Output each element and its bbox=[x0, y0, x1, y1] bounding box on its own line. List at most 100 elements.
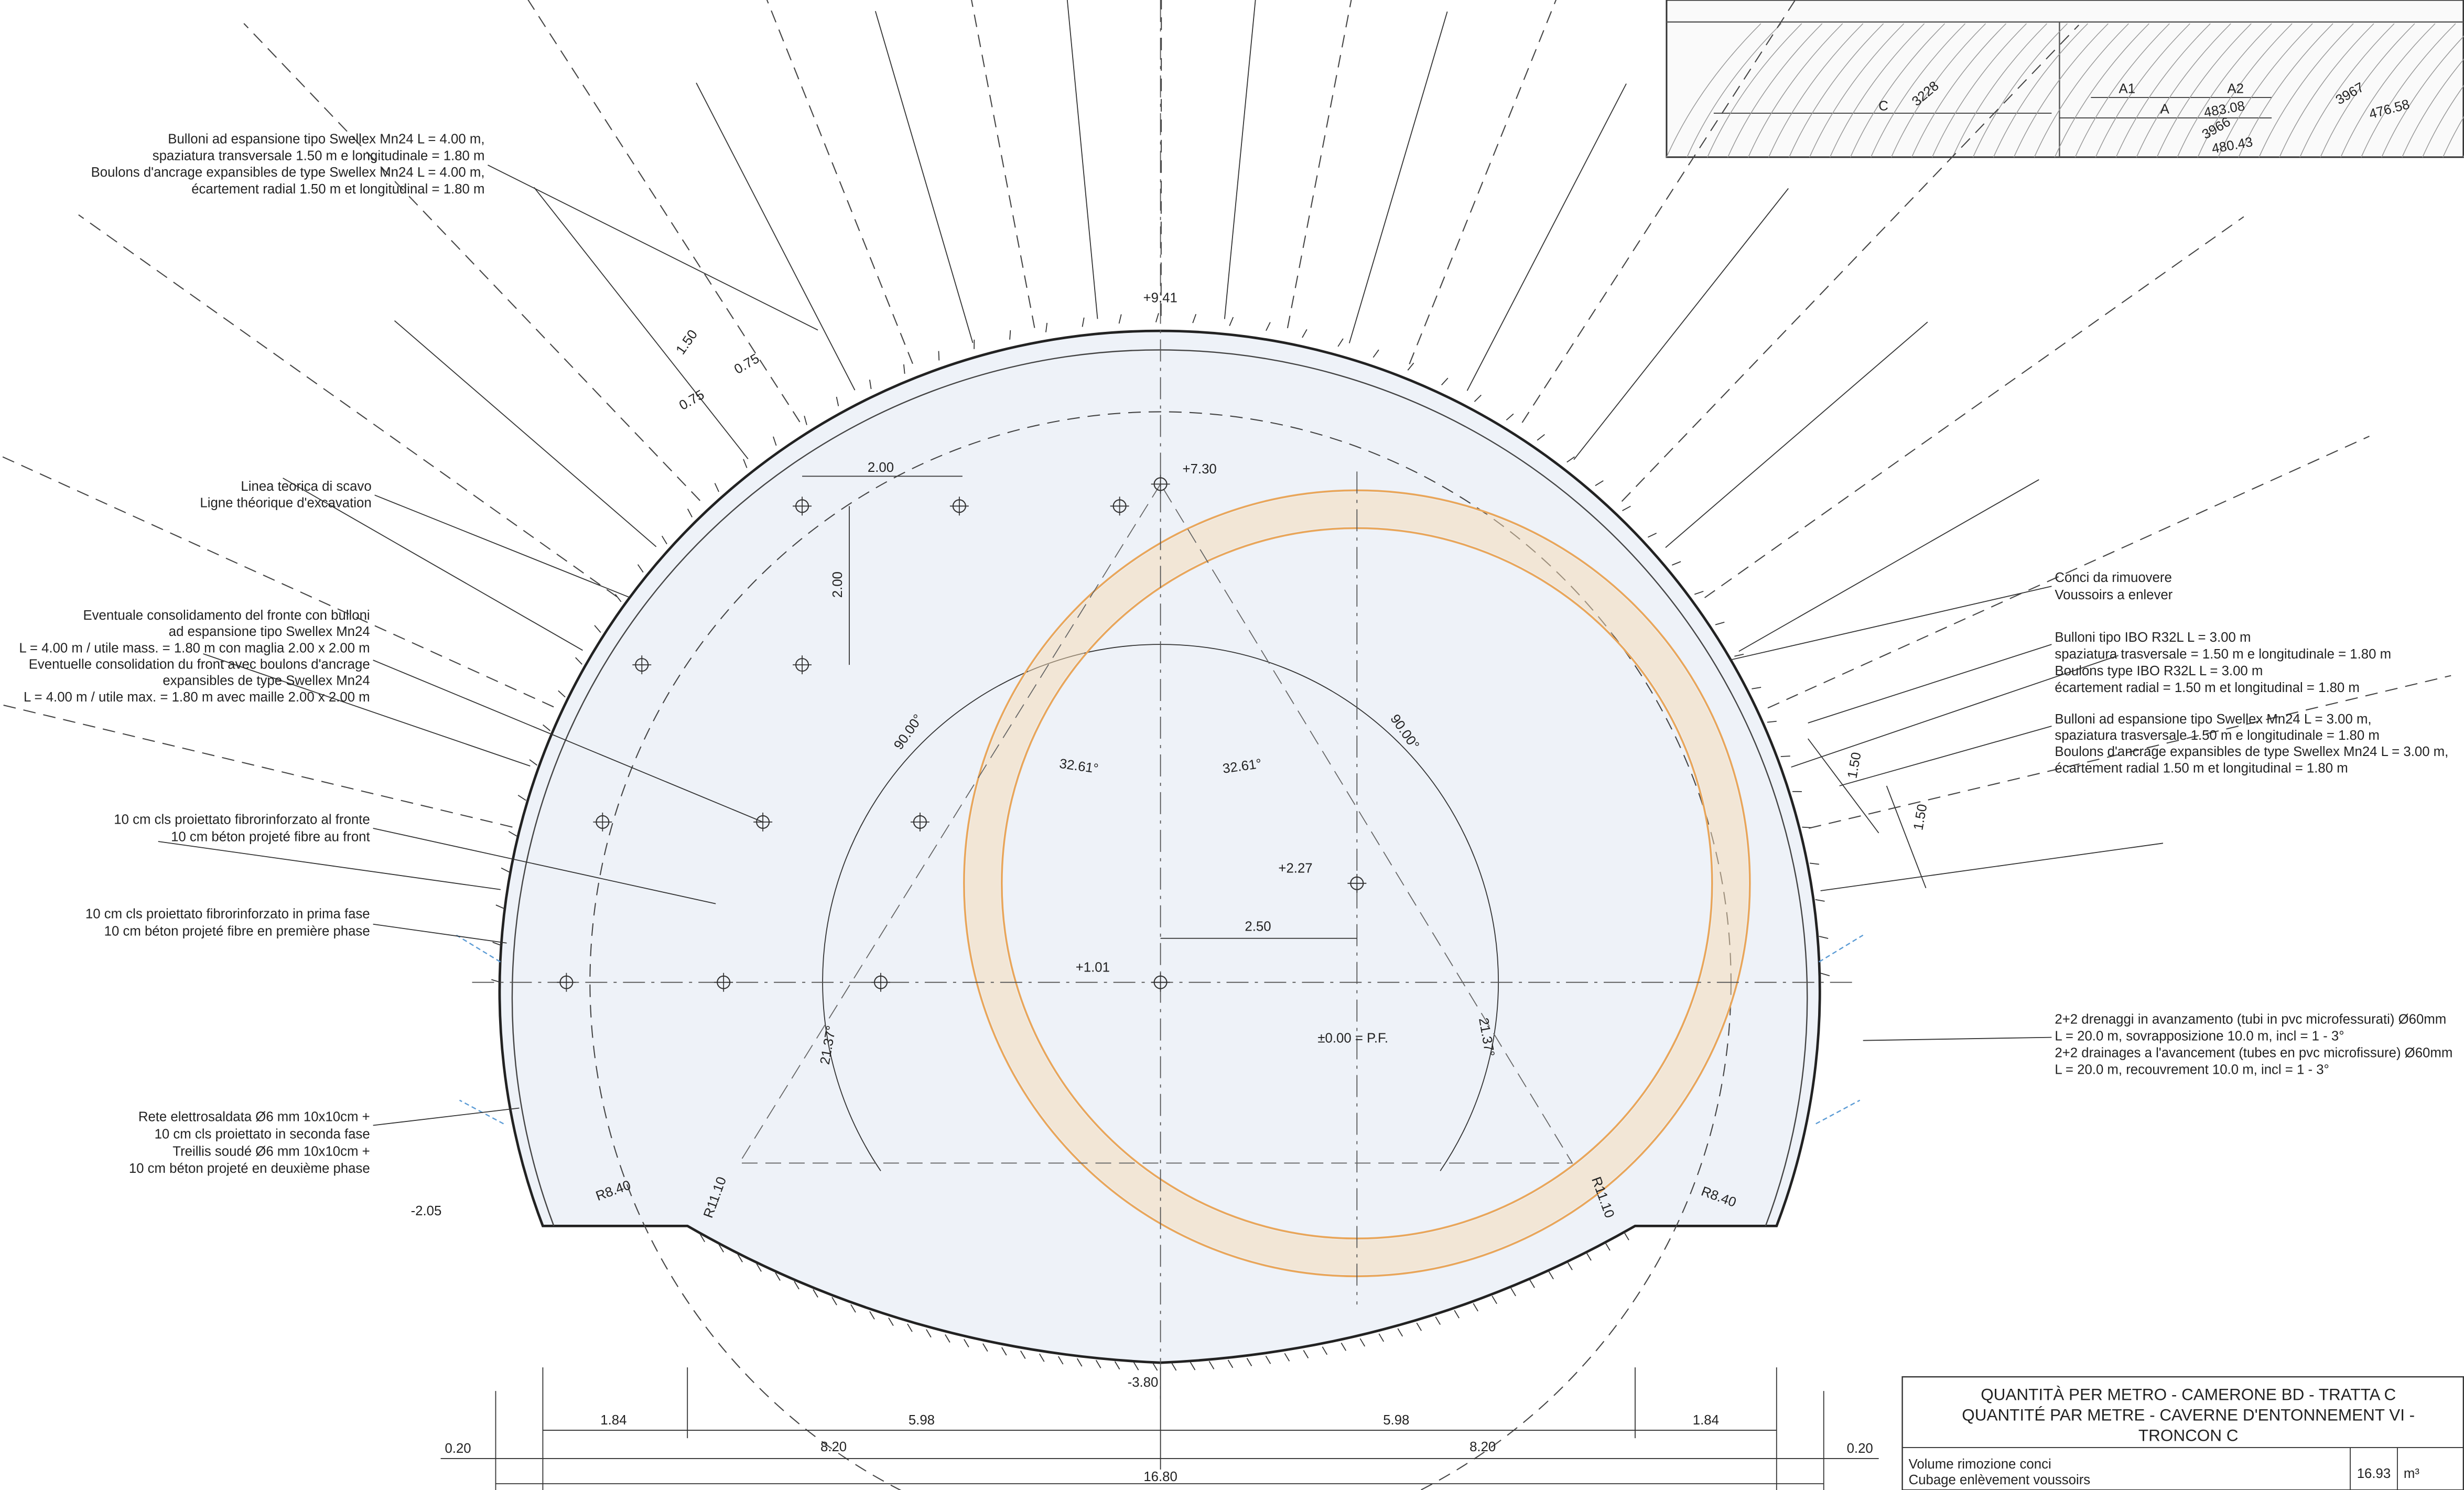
invert-tick bbox=[1057, 1356, 1064, 1365]
dimension-label: 2.00 bbox=[830, 571, 845, 598]
annotation-text: écartement radial 1.50 m et longitudinal… bbox=[2055, 761, 2348, 775]
arch-tick bbox=[1815, 899, 1825, 902]
rock-bolt bbox=[696, 82, 856, 391]
rock-bolt bbox=[78, 214, 618, 598]
invert-tick bbox=[1246, 1358, 1252, 1366]
arch-tick bbox=[1672, 561, 1681, 566]
contour-line bbox=[2361, 23, 2456, 158]
invert-tick bbox=[1265, 1355, 1271, 1364]
contour-line bbox=[2402, 58, 2464, 158]
annotation-text: 10 cm béton projeté en deuxième phase bbox=[129, 1161, 370, 1176]
annotation-text: L = 4.00 m / utile max. = 1.80 m avec ma… bbox=[24, 690, 370, 705]
contour-line bbox=[1931, 23, 2027, 158]
arch-tick bbox=[1819, 935, 1829, 939]
contour-line bbox=[2177, 23, 2272, 158]
invert-tick bbox=[1039, 1353, 1045, 1362]
contour-line bbox=[2074, 23, 2170, 158]
invert-tick bbox=[907, 1323, 913, 1332]
table-title: TRONCON C bbox=[2138, 1426, 2239, 1444]
dimension-label: 1.50 bbox=[1845, 751, 1864, 780]
arch-tick bbox=[1752, 687, 1761, 689]
arch-tick bbox=[529, 759, 538, 766]
annotation-text: Linea teorica di scavo bbox=[241, 479, 371, 494]
annotation-text: Boulons type IBO R32L L = 3.00 m bbox=[2055, 664, 2263, 678]
invert-tick bbox=[756, 1263, 762, 1272]
dimension-label: 0.75 bbox=[732, 351, 762, 377]
contour-line bbox=[1870, 23, 1966, 158]
dimension-label: 0.75 bbox=[677, 387, 707, 413]
annotation-text: 10 cm béton projeté fibre en première ph… bbox=[104, 924, 370, 939]
lining-line bbox=[511, 349, 1808, 1226]
annotation-text: 10 cm cls proiettato fibrorinforzato in … bbox=[85, 907, 370, 922]
level-label: ±0.00 = P.F. bbox=[1317, 1031, 1388, 1045]
angle-arc bbox=[822, 982, 881, 1171]
level-label: +1.01 bbox=[1076, 960, 1110, 975]
contour-line bbox=[2279, 23, 2374, 158]
contour-line bbox=[1768, 23, 1864, 158]
invert-tick bbox=[1303, 1350, 1309, 1358]
rock-bolt bbox=[766, 0, 913, 364]
arch-tick bbox=[1506, 413, 1514, 420]
annotation-text: spaziatura trasversale = 1.50 m e longit… bbox=[2055, 647, 2391, 662]
arch-tick bbox=[1537, 434, 1545, 441]
dimension-label: 5.98 bbox=[909, 1413, 935, 1428]
arch-tick bbox=[1566, 456, 1575, 463]
annotation-text: 10 cm cls proiettato fibrorinforzato al … bbox=[114, 813, 370, 827]
rock-bolt bbox=[0, 455, 554, 708]
invert-tick bbox=[964, 1339, 969, 1347]
arch-tick bbox=[1622, 505, 1631, 511]
table-cell: Cubage enlèvement voussoirs bbox=[1909, 1473, 2091, 1487]
invert-tick bbox=[1435, 1316, 1441, 1325]
invert-tick bbox=[1529, 1279, 1535, 1288]
rock-bolt bbox=[1160, 0, 1162, 316]
rock-bolt bbox=[527, 0, 801, 423]
contour-line bbox=[2095, 23, 2190, 158]
invert-tick bbox=[1020, 1351, 1026, 1359]
invert-tick bbox=[1208, 1361, 1215, 1369]
rock-bolt bbox=[203, 653, 531, 766]
leader-line bbox=[373, 1107, 520, 1126]
arch-tick bbox=[1192, 314, 1197, 323]
leader-line bbox=[488, 164, 818, 331]
arch-tick bbox=[1767, 720, 1777, 723]
invert-tick bbox=[1284, 1353, 1290, 1362]
leader-line bbox=[1863, 1036, 2052, 1041]
annotation-text: spaziatura trasversale 1.50 m e longitud… bbox=[2055, 728, 2379, 743]
contour-line bbox=[2340, 23, 2436, 158]
arch-tick bbox=[1441, 377, 1449, 386]
contour-line bbox=[1993, 23, 2088, 158]
arch-tick bbox=[1802, 826, 1812, 828]
invert-tick bbox=[1378, 1333, 1385, 1342]
arch-tick bbox=[594, 625, 601, 633]
contour-line bbox=[2238, 23, 2333, 158]
arch-tick bbox=[773, 436, 777, 446]
annotation-text: écartement radial = 1.50 m et longitudin… bbox=[2055, 681, 2360, 695]
contour-line bbox=[2299, 23, 2395, 158]
arch-tick bbox=[1082, 317, 1085, 327]
invert-tick bbox=[1605, 1242, 1611, 1251]
arch-tick bbox=[491, 979, 501, 983]
inset-map bbox=[1666, 0, 2464, 158]
table-title: QUANTITÉ PAR METRE - CAVERNE D'ENTONNEME… bbox=[1962, 1406, 2415, 1424]
invert-tick bbox=[1171, 1362, 1177, 1371]
arch-tick bbox=[743, 459, 748, 468]
contour-line bbox=[2115, 23, 2211, 158]
arch-tick bbox=[1694, 590, 1704, 595]
contour-line bbox=[2320, 23, 2415, 158]
arch-tick bbox=[938, 351, 940, 361]
leader-line bbox=[1808, 644, 2052, 724]
arch-tick bbox=[1780, 755, 1790, 757]
arch-tick bbox=[1045, 322, 1048, 332]
rock-bolt bbox=[1224, 0, 1256, 319]
contour-line bbox=[1809, 23, 1905, 158]
rock-bolt bbox=[1820, 843, 2164, 891]
arch-tick bbox=[1715, 621, 1725, 625]
arch-tick bbox=[575, 657, 582, 665]
annotation-text: Eventuale consolidamento del fronte con … bbox=[83, 608, 370, 623]
leader-line bbox=[373, 660, 763, 823]
arch-tick bbox=[517, 795, 526, 801]
invert-tick bbox=[775, 1272, 781, 1281]
invert-tick bbox=[1133, 1362, 1139, 1370]
contour-line bbox=[1830, 23, 1925, 158]
